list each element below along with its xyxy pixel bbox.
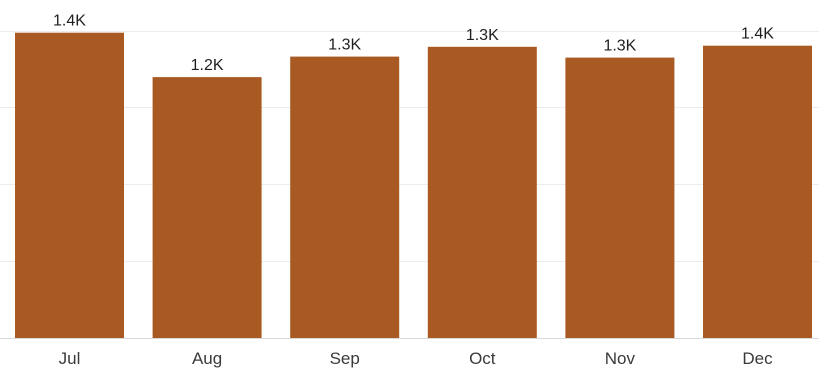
- data-label-sep: 1.3K: [328, 37, 361, 54]
- x-tick-oct: Oct: [469, 349, 496, 368]
- bar-oct[interactable]: [427, 46, 537, 339]
- x-tick-nov: Nov: [605, 349, 636, 368]
- data-labels: 1.4K 1.2K 1.3K 1.3K 1.3K 1.4K: [53, 13, 774, 74]
- bar-aug[interactable]: [152, 77, 262, 338]
- x-tick-jul: Jul: [59, 349, 81, 368]
- bar-sep[interactable]: [290, 56, 400, 338]
- x-tick-dec: Dec: [742, 349, 773, 368]
- data-label-aug: 1.2K: [191, 57, 224, 74]
- data-label-oct: 1.3K: [466, 27, 499, 44]
- bars: [15, 32, 812, 339]
- bar-dec[interactable]: [703, 45, 812, 338]
- data-label-jul: 1.4K: [53, 13, 86, 30]
- data-label-nov: 1.3K: [603, 38, 636, 55]
- data-label-dec: 1.4K: [741, 26, 774, 43]
- x-tick-labels: Jul Aug Sep Oct Nov Dec: [59, 349, 773, 368]
- x-tick-sep: Sep: [330, 349, 360, 368]
- bar-nov[interactable]: [565, 57, 675, 338]
- gridlines: [0, 31, 819, 339]
- x-tick-aug: Aug: [192, 349, 222, 368]
- bar-jul[interactable]: [15, 32, 124, 338]
